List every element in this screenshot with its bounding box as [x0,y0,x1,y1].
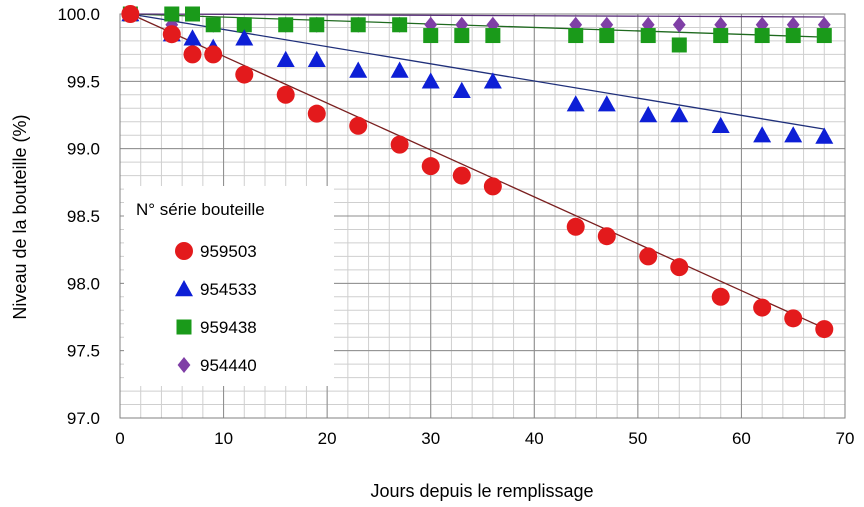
data-point-954533 [276,50,295,67]
data-point-954533 [421,72,440,89]
y-tick-label: 98.0 [67,274,100,293]
data-point-959438 [785,28,801,44]
data-point-954533 [483,72,502,89]
data-point-954533 [307,50,326,67]
data-point-954533 [597,95,616,112]
data-point-954533 [235,29,254,46]
data-point-954440 [424,16,438,33]
data-point-959503 [639,247,658,266]
data-point-959503 [670,258,689,277]
legend-label-959503: 959503 [200,242,257,261]
data-point-959503 [162,25,181,44]
data-point-959438 [392,17,408,33]
data-point-959503 [204,45,223,64]
data-point-959438 [236,17,252,33]
data-point-959438 [309,17,325,33]
legend-label-959438: 959438 [200,318,257,337]
data-point-959503 [235,65,254,84]
data-point-959438 [640,28,656,44]
legend: N° série bouteille 959503 954533 959438 954… [124,186,334,386]
data-point-954440 [455,16,469,33]
data-point-959503 [452,166,471,185]
data-point-959503 [566,217,585,236]
x-tick-label: 50 [628,429,647,448]
data-point-959438 [599,28,615,44]
data-point-959503 [597,227,616,246]
data-point-959503 [183,45,202,64]
x-axis-title: Jours depuis le remplissage [370,481,593,501]
data-point-959503 [815,320,834,339]
data-point-959503 [753,298,772,317]
data-point-959438 [205,17,221,33]
y-tick-label: 99.0 [67,140,100,159]
data-point-959438 [423,28,439,44]
data-point-954533 [452,81,471,98]
data-point-954533 [753,126,772,143]
y-tick-label: 97.5 [67,342,100,361]
legend-box [124,186,334,386]
y-tick-label: 98.5 [67,207,100,226]
x-tick-label: 60 [732,429,751,448]
data-point-959438 [164,6,180,22]
data-point-959438 [754,28,770,44]
data-point-959503 [483,177,502,196]
x-tick-label: 10 [214,429,233,448]
data-point-959503 [121,5,140,23]
x-tick-label: 20 [318,429,337,448]
plot-frame [119,13,846,419]
data-point-954533 [670,106,689,123]
legend-marker-954533 [175,280,193,297]
legend-marker-959503 [175,242,193,260]
y-tick-label: 100.0 [57,5,100,24]
x-tick-label: 30 [421,429,440,448]
x-tick-label: 70 [836,429,855,448]
data-point-954533 [566,95,585,112]
legend-title: N° série bouteille [136,200,265,219]
data-point-954533 [390,61,409,78]
y-tick-label: 99.5 [67,72,100,91]
data-point-959503 [784,309,803,328]
data-point-954533 [183,29,202,46]
x-tick-label: 40 [525,429,544,448]
data-point-959503 [421,157,440,176]
data-point-959438 [350,17,366,33]
data-point-959438 [713,28,729,44]
x-tick-label: 0 [115,429,124,448]
y-axis-title: Niveau de la bouteille (%) [10,114,30,319]
data-point-959438 [185,6,200,22]
data-point-959503 [390,135,409,154]
data-point-959438 [485,28,501,44]
data-point-954533 [349,61,368,78]
legend-label-954440: 954440 [200,356,257,375]
data-point-959438 [671,37,687,53]
data-point-954533 [639,106,658,123]
data-point-959438 [278,17,294,33]
data-point-954533 [711,116,730,133]
data-point-959438 [454,28,470,44]
data-point-959503 [307,104,326,123]
trend-line-954440 [130,13,825,18]
data-point-959438 [816,28,832,44]
data-point-959438 [568,28,584,44]
data-point-954440 [672,16,686,33]
data-point-959503 [276,85,295,104]
data-point-959503 [349,116,368,135]
data-point-954533 [784,126,803,143]
data-point-954533 [815,127,834,144]
legend-marker-954440 [177,357,191,373]
data-point-959503 [711,287,730,306]
y-tick-label: 97.0 [67,409,100,428]
legend-marker-959438 [176,319,192,335]
legend-label-954533: 954533 [200,280,257,299]
